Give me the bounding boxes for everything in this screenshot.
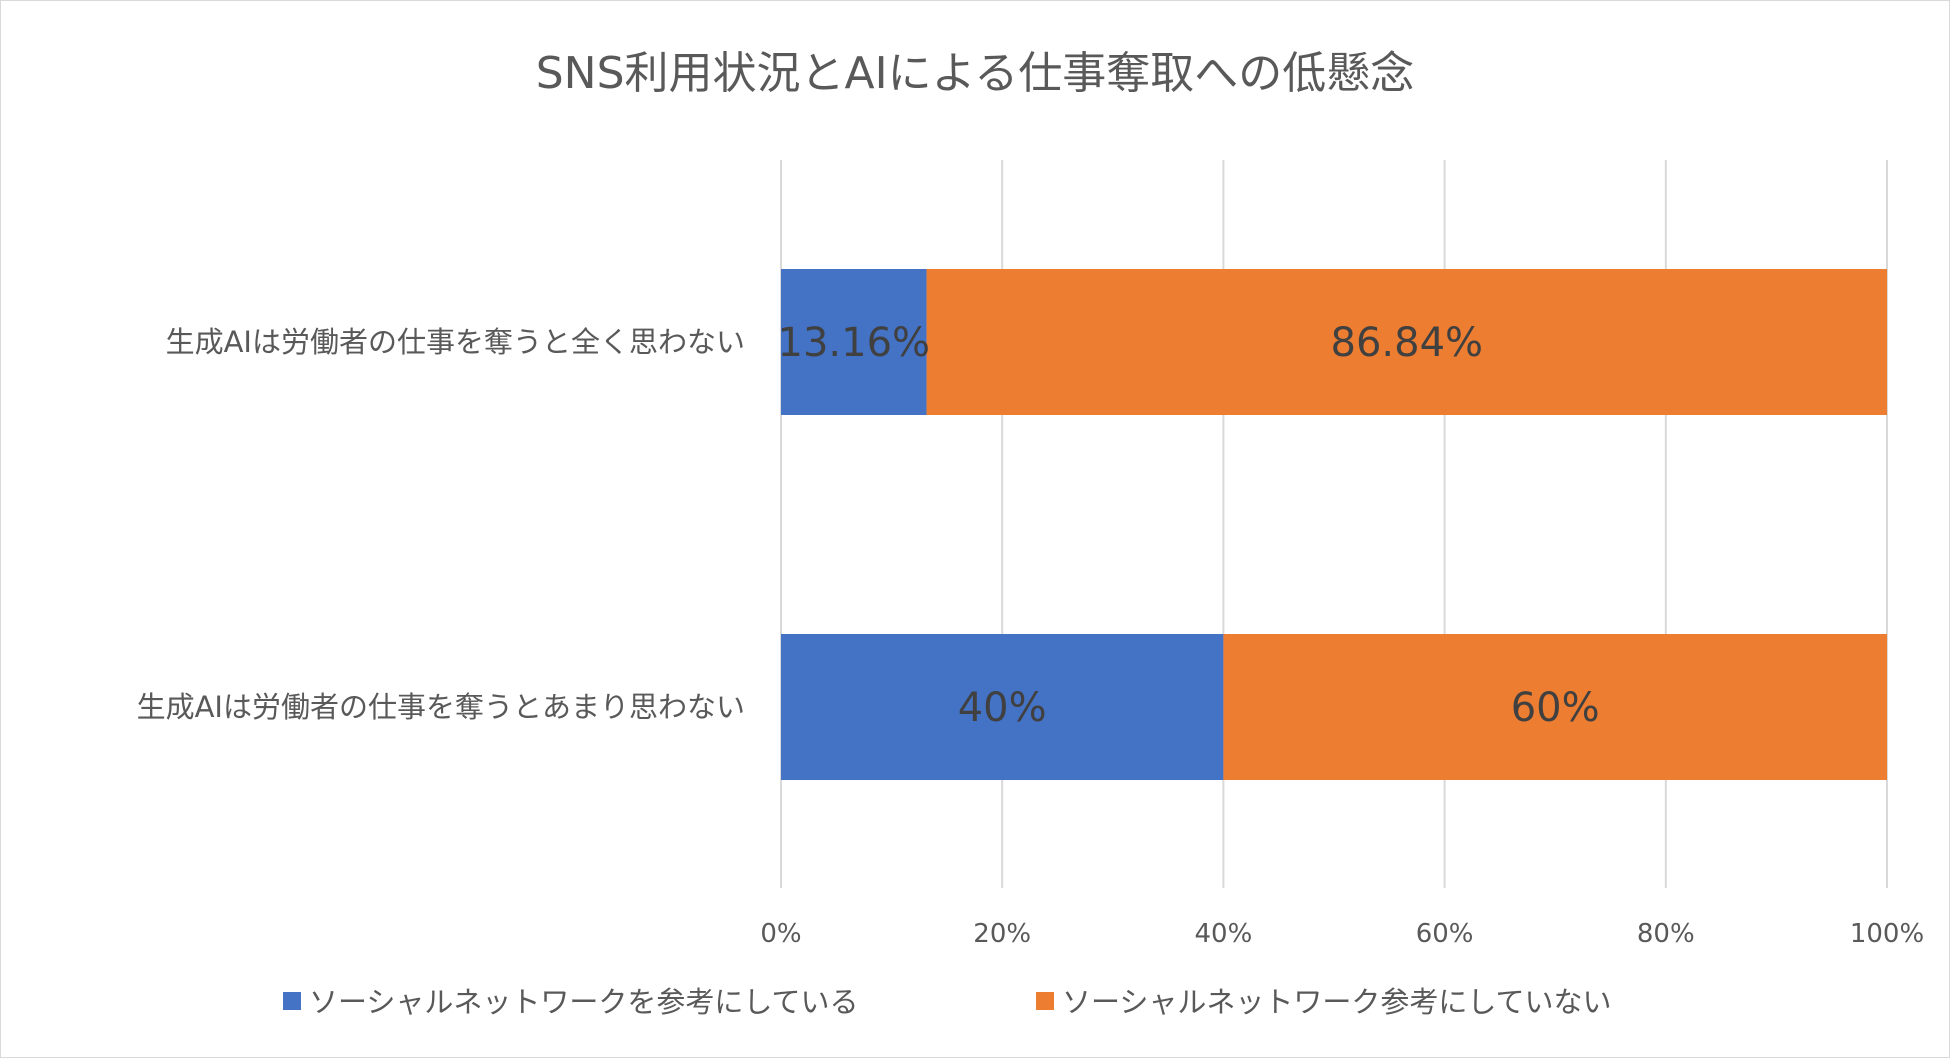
legend: ソーシャルネットワークを参考にしている ソーシャルネットワーク参考にしていない	[283, 985, 1612, 1019]
x-tick-label: 80%	[1637, 919, 1695, 949]
legend-label-1: ソーシャルネットワーク参考にしていない	[1062, 985, 1612, 1019]
category-label: 生成AIは労働者の仕事を奪うと全く思わない	[166, 325, 745, 359]
bar-not-referencing-0	[926, 269, 1887, 415]
category-label: 生成AIは労働者の仕事を奪うとあまり思わない	[137, 690, 745, 724]
legend-label-0: ソーシャルネットワークを参考にしている	[309, 985, 859, 1019]
x-tick-label: 60%	[1416, 919, 1474, 949]
bar-not-referencing-1	[1223, 634, 1887, 780]
data-label: 13.16%	[778, 320, 931, 366]
bars	[781, 269, 1887, 780]
chart-title: SNS利用状況とAIによる仕事奪取への低懸念	[536, 48, 1415, 99]
x-tick-label: 0%	[760, 919, 801, 949]
x-axis-ticks: 0% 20% 40% 60% 80% 100%	[760, 919, 1924, 949]
legend-swatch-0	[283, 992, 301, 1010]
x-tick-label: 40%	[1195, 919, 1253, 949]
data-label: 86.84%	[1331, 320, 1484, 366]
x-tick-label: 100%	[1850, 919, 1924, 949]
data-labels: 13.16% 86.84% 40% 60%	[778, 320, 1600, 731]
data-label: 40%	[958, 685, 1047, 731]
x-tick-label: 20%	[973, 919, 1031, 949]
category-labels: 生成AIは労働者の仕事を奪うと全く思わない生成AIは労働者の仕事を奪うとあまり思…	[137, 325, 745, 724]
bar-referencing-1	[781, 634, 1224, 780]
legend-swatch-1	[1036, 992, 1054, 1010]
data-label: 60%	[1511, 685, 1600, 731]
bar-referencing-0	[781, 269, 927, 415]
